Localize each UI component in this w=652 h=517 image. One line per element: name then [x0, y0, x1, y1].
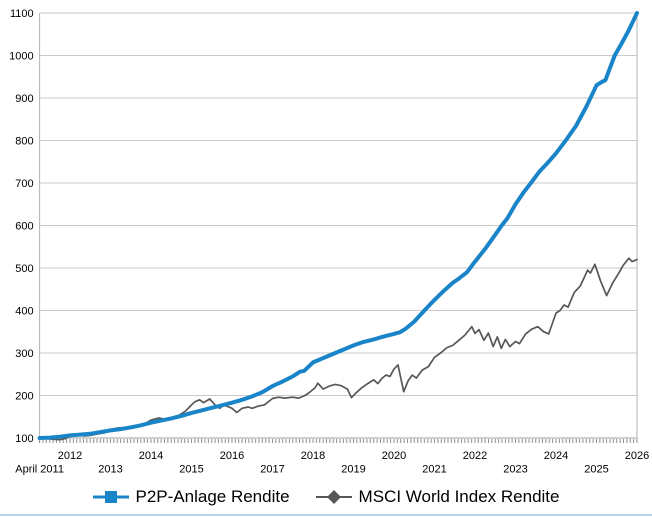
- x-axis-label-2023: 2023: [503, 464, 527, 476]
- x-axis-label-2020: 2020: [382, 450, 406, 462]
- y-axis-label-200: 200: [15, 391, 33, 403]
- x-axis-label-2026: 2026: [625, 450, 649, 462]
- y-axis-label-1000: 1000: [9, 51, 33, 63]
- y-axis-label-700: 700: [15, 178, 33, 190]
- x-axis-label-2021: 2021: [422, 464, 446, 476]
- plot-area: 100 200 300 400 500 600 700 800 900 1000 1100 April…: [9, 8, 649, 476]
- x-axis-label-2019: 2019: [341, 464, 365, 476]
- line-square-marker-icon: [92, 491, 129, 503]
- x-axis-label-2016: 2016: [220, 450, 244, 462]
- legend-label-msci: MSCI World Index Rendite: [358, 487, 560, 506]
- x-axis-label-2022: 2022: [463, 450, 487, 462]
- x-axis-label-2024: 2024: [544, 450, 568, 462]
- series-line-msci: [38, 257, 638, 441]
- x-axis-label-2025: 2025: [584, 464, 608, 476]
- legend-item-msci[interactable]: MSCI World Index Rendite: [315, 487, 560, 507]
- x-axis-label-2014: 2014: [139, 450, 163, 462]
- x-axis-label-2015: 2015: [179, 464, 203, 476]
- x-axis-label-2012: 2012: [58, 450, 82, 462]
- window-bottom-edge: [0, 514, 652, 516]
- line-diamond-marker-icon: [315, 490, 352, 504]
- y-axis-label-1100: 1100: [10, 8, 34, 20]
- legend-label-p2p: P2P-Anlage Rendite: [135, 487, 290, 506]
- legend-item-p2p[interactable]: P2P-Anlage Rendite: [92, 487, 290, 507]
- y-axis-label-400: 400: [15, 306, 33, 318]
- y-axis-label-100: 100: [15, 433, 33, 445]
- y-axis-label-300: 300: [15, 348, 33, 360]
- y-axis-label-800: 800: [15, 136, 33, 148]
- x-axis-label-2017: 2017: [260, 464, 284, 476]
- x-axis-label-2013: 2013: [98, 464, 122, 476]
- y-axis-label-600: 600: [15, 221, 33, 233]
- y-axis-label-900: 900: [15, 93, 33, 105]
- y-axis-label-500: 500: [15, 263, 33, 275]
- x-axis-label-april-2011: April 2011: [15, 464, 64, 476]
- chart-legend: P2P-Anlage Rendite MSCI World Index Rend…: [0, 482, 652, 512]
- series-line-p2p: [37, 11, 639, 440]
- x-axis-label-2018: 2018: [301, 450, 325, 462]
